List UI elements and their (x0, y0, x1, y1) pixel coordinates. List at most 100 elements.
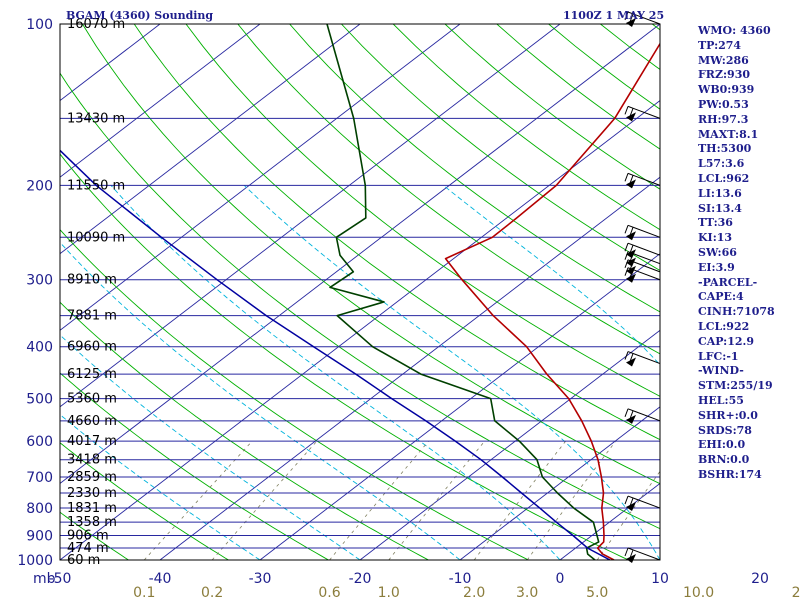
wind-barb-feather (624, 495, 629, 505)
index-item: KI:13 (698, 231, 733, 245)
index-item: TH:5300 (698, 142, 752, 156)
wind-barb-pennant (626, 554, 636, 563)
isotherm-line (60, 24, 561, 408)
index-item: CINH:71078 (698, 305, 775, 319)
parcel-trace (60, 149, 611, 560)
wind-barb-pennant (626, 18, 636, 27)
height-label: 1358 m (67, 515, 117, 530)
mb-label: mb (33, 571, 56, 587)
wind-barb-staff (627, 495, 661, 509)
height-label: 3418 m (67, 453, 117, 468)
temperature-tick-label: 0 (556, 571, 565, 587)
wind-barb-feather (624, 243, 629, 252)
index-item: MW:286 (698, 53, 749, 67)
temperature-tick-label: -20 (349, 571, 372, 587)
temperature-tick-label: -40 (149, 571, 172, 587)
wind-barb (624, 408, 661, 424)
pressure-tick-label: 600 (26, 434, 53, 450)
height-label: 16070 m (67, 17, 125, 32)
temperature-tick-label: -30 (249, 571, 272, 587)
wind-barb-staff (627, 224, 661, 238)
wind-barb-pennant (626, 273, 636, 283)
index-item: HEL:55 (698, 393, 744, 407)
temperature-trace (444, 42, 660, 560)
mixing-ratio-label: 0.2 (201, 585, 223, 600)
wind-barb-staff (627, 172, 661, 186)
wind-barb-feather (629, 108, 634, 117)
wind-barb-staff (627, 105, 661, 119)
isotherm-line (459, 406, 660, 560)
wind-barb-feather (629, 549, 634, 559)
mixing-ratio-label: 1.0 (378, 585, 400, 600)
temperature-tick-label: -50 (49, 571, 72, 587)
height-label: 7881 m (67, 309, 117, 324)
sounding-traces (60, 24, 660, 560)
wind-barb-feather (624, 547, 629, 557)
mixing-ratio-line (211, 440, 318, 560)
wind-barb-feather (624, 259, 629, 269)
pressure-tick-label: 200 (26, 178, 53, 194)
index-item: LCL:922 (698, 319, 750, 333)
wind-barb-staff (627, 11, 661, 25)
temperature-tick-label: -10 (449, 571, 472, 587)
index-item: WMO: 4360 (698, 24, 771, 37)
index-item: TP:274 (698, 38, 742, 52)
isotherm-line (359, 329, 660, 560)
wind-barb-pennant (626, 257, 636, 267)
mixing-ratio-label: 2.0 (463, 585, 485, 600)
wind-barb-pennant (626, 502, 636, 512)
mixing-ratio-label: 0.1 (133, 585, 155, 600)
height-label: 1831 m (67, 501, 117, 516)
index-item: BRN:0.0 (698, 453, 750, 467)
index-item: L57:3.6 (698, 157, 745, 171)
isotherm-line (60, 24, 461, 331)
index-item: -WIND- (698, 364, 744, 378)
index-item: TT:36 (698, 216, 733, 230)
index-item: STM:255/19 (698, 379, 773, 393)
height-label: 10090 m (67, 230, 125, 245)
wind-barb-staff (627, 351, 661, 365)
pressure-tick-label: 1000 (17, 553, 53, 569)
height-label: 474 m (67, 541, 109, 556)
dewpoint-trace (326, 24, 600, 560)
index-item: LFC:-1 (698, 349, 739, 363)
height-label: 11550 m (67, 178, 125, 193)
wind-barb (624, 547, 661, 563)
isotherm-line (60, 24, 660, 484)
wind-barb-feather (629, 175, 634, 184)
wind-barb-feather (624, 225, 629, 234)
wind-barb-feather (624, 251, 629, 260)
wind-barb (624, 495, 661, 512)
wind-barb-pennant (626, 112, 636, 122)
mixing-ratio-line (388, 440, 486, 560)
height-label: 6125 m (67, 367, 117, 382)
wind-barb-pennant (626, 231, 636, 241)
pressure-tick-label: 900 (26, 528, 53, 544)
index-item: SRDS:78 (698, 423, 752, 437)
wind-barb-feather (629, 13, 634, 23)
height-label: 4017 m (67, 434, 117, 449)
height-label: 906 m (67, 528, 109, 543)
wind-barb (624, 224, 661, 241)
index-item: LCL:962 (698, 171, 750, 185)
mixing-ratio-label: 0.6 (318, 585, 340, 600)
wind-barb (624, 11, 661, 27)
pressure-tick-label: 700 (26, 470, 53, 486)
index-item: CAP:12.9 (698, 334, 755, 348)
pressure-tick-label: 100 (26, 17, 53, 33)
wind-barb-pennant (626, 265, 636, 275)
wind-barb-feather (629, 497, 634, 507)
mixing-ratio-label: 10.0 (683, 585, 714, 600)
index-item: SI:13.4 (698, 201, 742, 215)
wind-barb-feather (624, 267, 629, 276)
height-label: 5360 m (67, 392, 117, 407)
index-item: EI:3.9 (698, 260, 735, 274)
wind-barb-feather (629, 353, 634, 362)
index-item: LI:13.6 (698, 186, 742, 200)
wind-barb-feather (624, 106, 629, 115)
wind-barb-staff (627, 547, 661, 561)
mixing-ratio-label: 3.0 (516, 585, 538, 600)
isotherm-line (259, 253, 660, 560)
